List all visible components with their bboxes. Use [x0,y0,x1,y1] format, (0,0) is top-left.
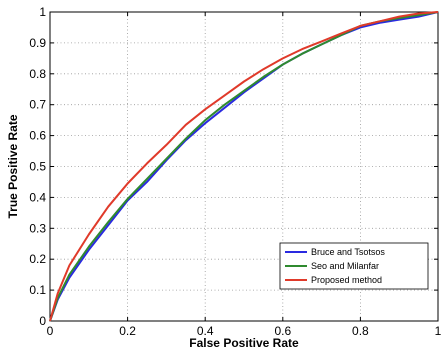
y-tick-label: 0.7 [29,98,46,112]
x-tick-label: 0 [47,324,54,338]
series-line-2 [49,11,439,322]
y-tick-label: 0.6 [29,129,46,143]
y-tick-label: 0.3 [29,221,46,235]
legend-label-1: Seo and Milanfar [311,261,379,271]
y-tick-label: 0 [39,314,46,328]
y-tick-labels: 0 0.1 0.2 0.3 0.4 0.5 0.6 0.7 0.8 0.9 1 [29,5,46,328]
y-tick-label: 0.2 [29,252,46,266]
y-axis-label: True Positive Rate [6,114,20,218]
x-axis-label: False Positive Rate [189,336,299,349]
legend-label-0: Bruce and Tsotsos [311,247,385,257]
y-tick-label: 0.5 [29,160,46,174]
series-lines [49,11,439,322]
grid-lines [50,12,438,321]
series-line-0 [49,11,439,322]
y-tick-label: 1 [39,5,46,19]
x-tick-label: 0.6 [274,324,291,338]
y-tick-label: 0.9 [29,36,46,50]
x-tick-label: 0.2 [119,324,136,338]
x-tick-labels: 0 0.2 0.4 0.6 0.8 1 [47,324,441,338]
x-tick-label: 1 [435,324,441,338]
legend: Bruce and Tsotsos Seo and Milanfar Propose… [279,242,429,290]
y-tick-label: 0.8 [29,67,46,81]
y-tick-label: 0.1 [29,283,46,297]
y-tick-label: 0.4 [29,190,46,204]
x-tick-label: 0.4 [197,324,214,338]
legend-label-2: Proposed method [311,275,382,285]
x-tick-label: 0.8 [352,324,369,338]
